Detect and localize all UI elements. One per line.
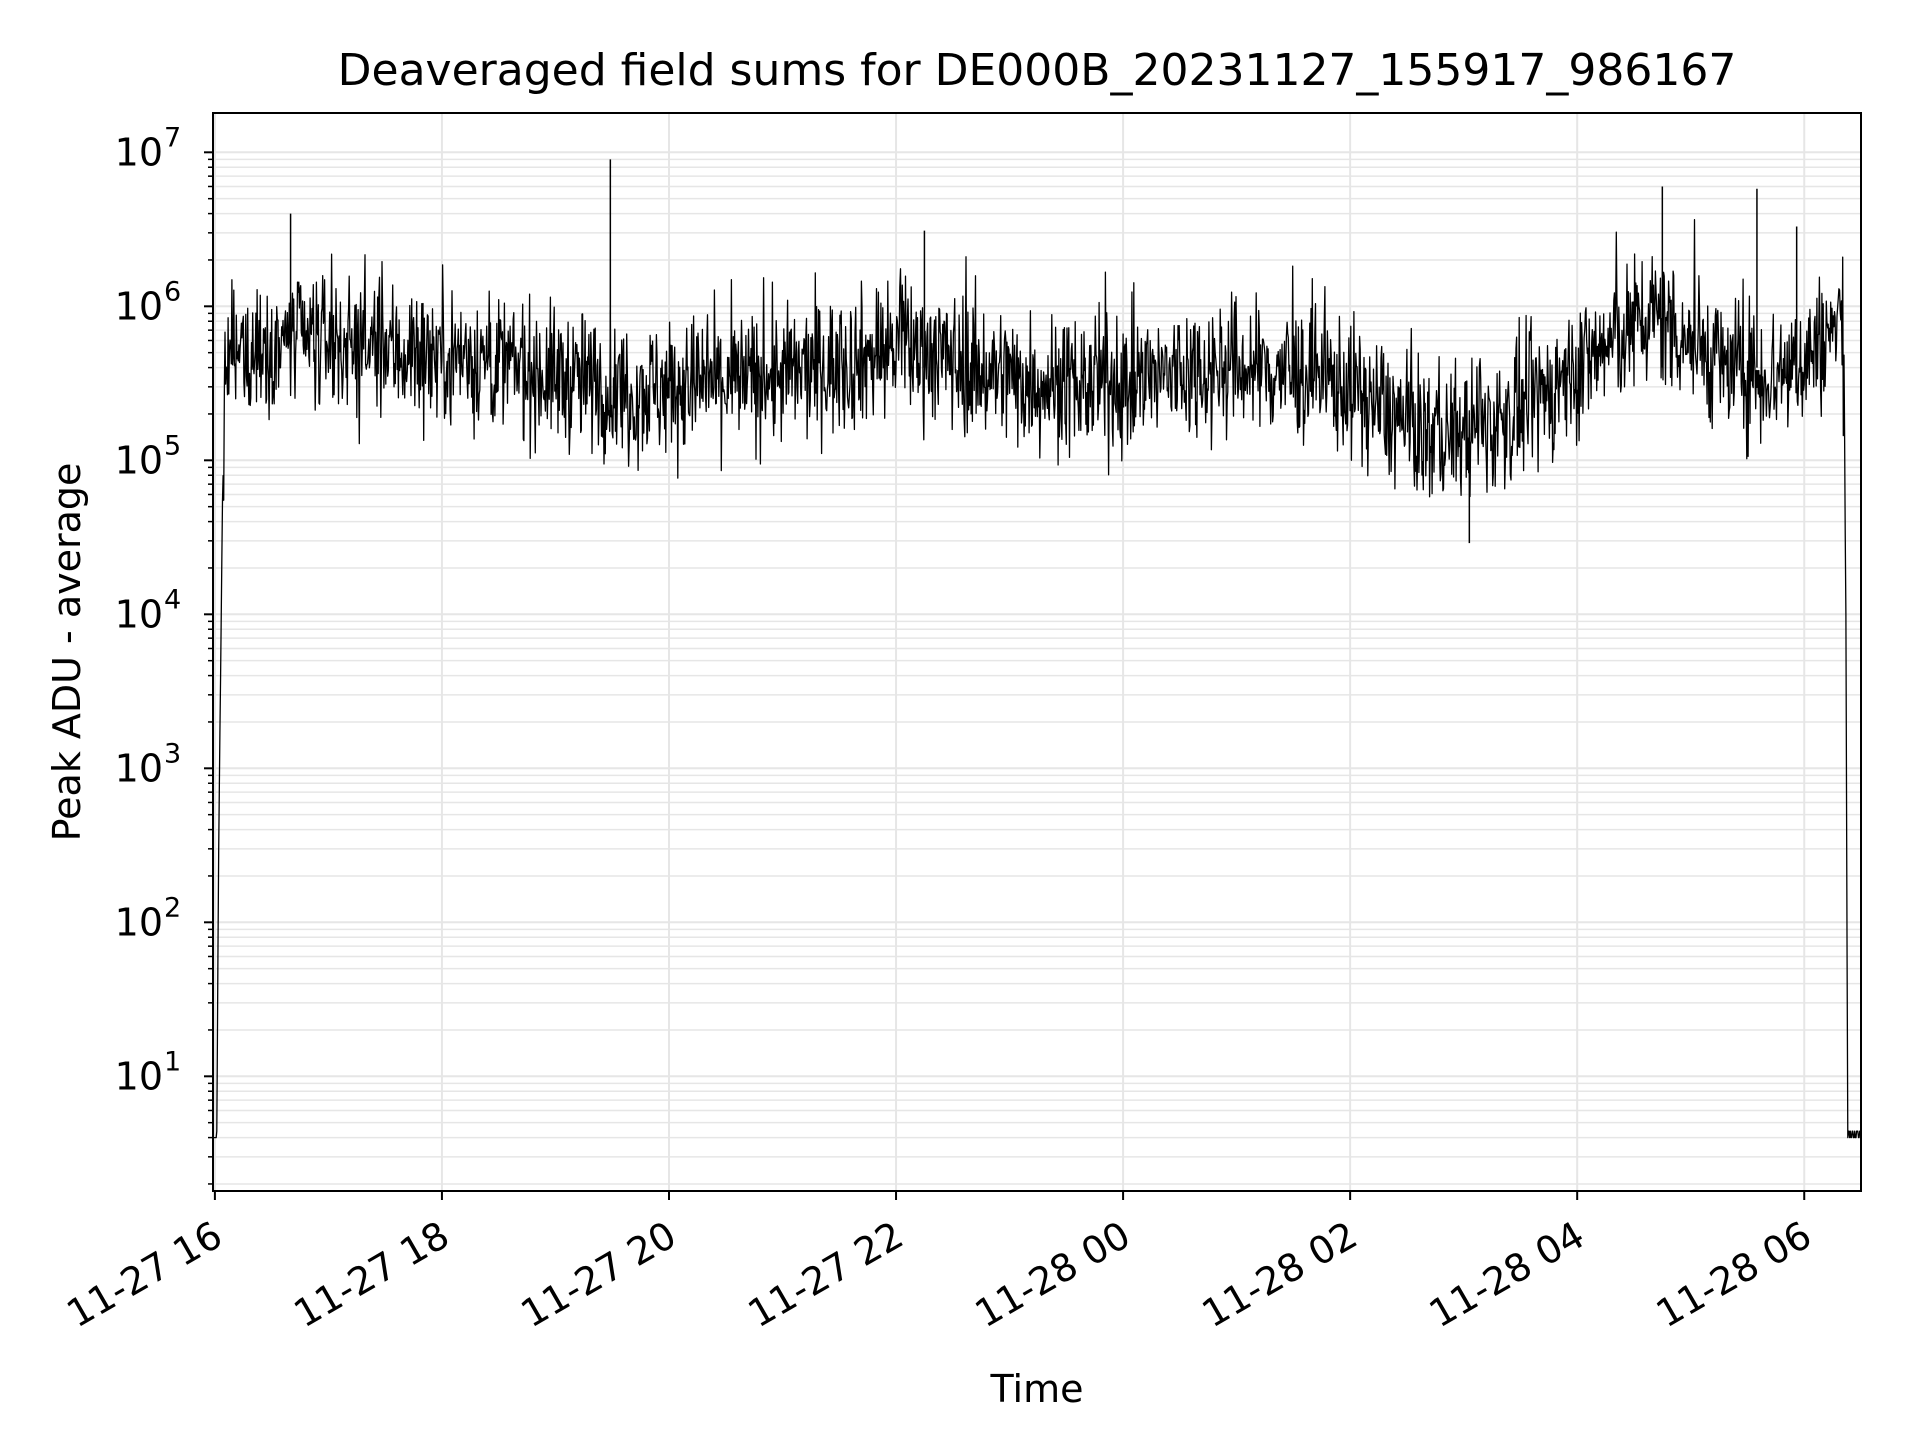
y-axis-label: Peak ADU - average: [45, 463, 89, 842]
y-tick-exponent: 6: [164, 276, 181, 307]
y-tick-exponent: 2: [164, 892, 181, 923]
y-tick-exponent: 1: [164, 1046, 181, 1077]
y-tick-exponent: 7: [164, 122, 181, 153]
chart-title: Deaveraged field sums for DE000B_2023112…: [338, 45, 1737, 96]
plot-frame: [212, 112, 1862, 1192]
y-tick-exponent: 4: [164, 584, 181, 615]
series-line: [212, 219, 1862, 1139]
y-tick-label: 10: [115, 284, 163, 328]
y-tick-label: 10: [115, 1054, 163, 1098]
y-tick-label: 10: [115, 438, 163, 482]
y-tick-exponent: 3: [164, 738, 181, 769]
x-axis-label: Time: [990, 1367, 1084, 1411]
y-tick-label: 10: [115, 130, 163, 174]
plot-area: [212, 159, 1862, 1139]
y-tick-label: 10: [115, 746, 163, 790]
y-tick-label: 10: [115, 592, 163, 636]
y-tick-exponent: 5: [164, 430, 181, 461]
y-tick-label: 10: [115, 900, 163, 944]
